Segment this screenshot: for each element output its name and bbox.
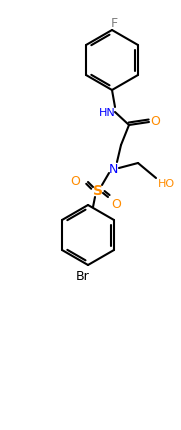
Text: Br: Br bbox=[76, 269, 90, 282]
Text: O: O bbox=[150, 114, 160, 127]
Text: N: N bbox=[108, 162, 118, 175]
Text: HO: HO bbox=[157, 178, 174, 189]
Text: S: S bbox=[93, 184, 103, 197]
Text: HN: HN bbox=[99, 108, 115, 118]
Text: O: O bbox=[70, 174, 80, 187]
Text: O: O bbox=[111, 197, 121, 210]
Text: F: F bbox=[110, 16, 118, 29]
